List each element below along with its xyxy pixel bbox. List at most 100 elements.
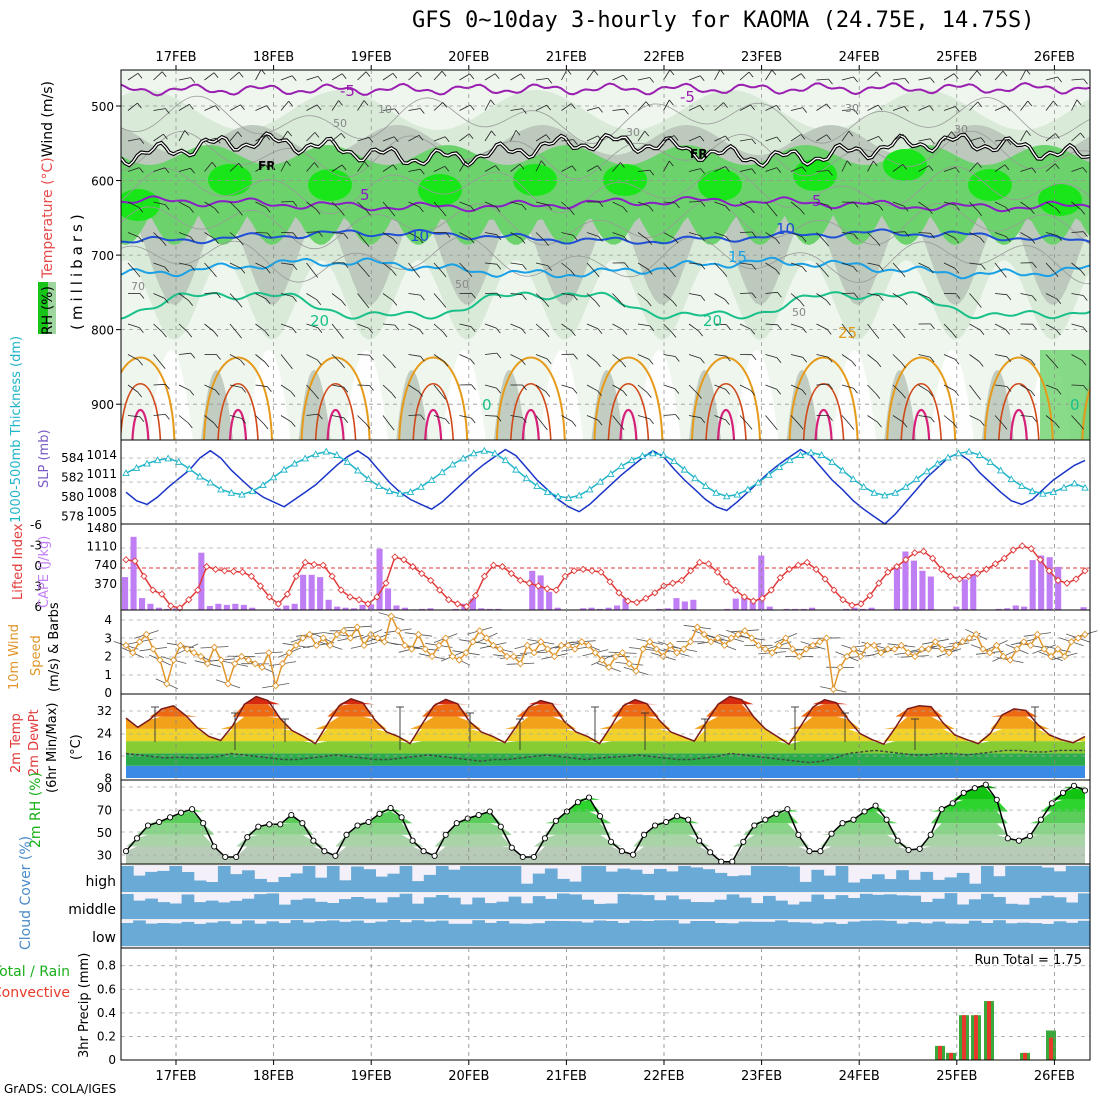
- cloud-cover-bar: [435, 920, 449, 946]
- wind-barb: [280, 293, 293, 297]
- cloud-cover-bar: [205, 882, 219, 892]
- wind-barb: [153, 133, 164, 142]
- dewpoint-line: [125, 749, 1085, 764]
- isotherm-30: [619, 408, 638, 440]
- wind-barb-flag: [515, 130, 521, 136]
- wind-barb: [841, 262, 854, 268]
- isotherm-27: [510, 382, 552, 440]
- cloud-cover-bar: [714, 872, 728, 892]
- cloud-cover-bar: [908, 879, 921, 892]
- wind-barb: [586, 165, 598, 172]
- wind-barb-flag: [216, 354, 221, 360]
- wind-speed-line-point: [462, 649, 470, 657]
- wind-barb-flag: [391, 270, 397, 276]
- wind-barb-flag: [1081, 360, 1087, 366]
- cloud-cover-bar: [411, 920, 425, 946]
- rh2m-line-point: [762, 816, 769, 823]
- wind-barb-flag: [292, 232, 298, 239]
- slp-line-point: [343, 457, 352, 465]
- isotherm-10: [121, 228, 1090, 245]
- wind-barb-flag: [597, 390, 602, 397]
- cape-bar: [597, 608, 604, 610]
- wind-barb-flag: [241, 387, 247, 393]
- cloud-cover-bar: [775, 866, 788, 892]
- slp-line-point: [501, 456, 510, 464]
- cape-bar: [427, 608, 434, 610]
- wind-barb: [714, 354, 727, 357]
- wind-barb-flag: [802, 357, 808, 363]
- wind-barb: [918, 415, 931, 418]
- cape-bar: [809, 607, 816, 610]
- wind-barb-flag: [595, 301, 601, 307]
- wind-barb: [484, 73, 496, 81]
- isotherm-25: [788, 356, 859, 440]
- wind-barb-flag: [389, 424, 395, 431]
- wind-barb-flag: [287, 130, 293, 137]
- wind-barb-flag: [343, 417, 349, 424]
- slp-line-point: [470, 449, 478, 457]
- slp-line-point: [543, 488, 552, 495]
- wind-speed-line-point: [265, 649, 273, 657]
- wind-speed-line-point: [877, 649, 885, 657]
- wind-barb: [1045, 262, 1055, 273]
- cape-bar: [223, 604, 230, 610]
- cape-bar: [554, 607, 561, 610]
- cloud-cover-bar: [435, 866, 449, 892]
- slp-line-point: [185, 464, 193, 472]
- cape-bar: [206, 606, 213, 610]
- wind-barb: [459, 415, 472, 419]
- slp-line-point: [438, 468, 446, 476]
- slp-line-point: [585, 485, 594, 493]
- wind-speed-line-point: [1020, 638, 1028, 646]
- wind-barb: [918, 384, 929, 392]
- wind-barb: [484, 165, 496, 172]
- wind-barb-flag: [317, 76, 323, 82]
- wind-barb: [1071, 323, 1084, 328]
- wind-barb-flag: [1080, 132, 1085, 139]
- wind-barb: [1020, 100, 1029, 111]
- wind-barb: [612, 162, 621, 172]
- slp-line-point: [385, 487, 394, 495]
- wind-barb-flag: [698, 330, 704, 337]
- temperature-line: [125, 695, 1086, 746]
- wind-barb: [790, 323, 803, 329]
- slp-line-point: [575, 491, 583, 499]
- wind-barb-flag: [519, 163, 525, 170]
- cloud-cover-bar: [981, 866, 994, 892]
- rh2m-line-point: [189, 806, 196, 813]
- wind-barb: [127, 201, 139, 208]
- cloud-cover-bar: [896, 895, 909, 919]
- wind-barb: [918, 77, 931, 81]
- wind-barb: [612, 201, 624, 208]
- lifted-index-line-point: [651, 589, 659, 597]
- rh2m-line-point: [828, 830, 835, 837]
- wind-barb-flag: [571, 421, 577, 427]
- wind-speed-line-point: [319, 634, 327, 642]
- rh2m-line-point: [321, 848, 328, 855]
- wind-speed-line-point: [360, 641, 368, 650]
- wind-barb-flag: [369, 385, 374, 391]
- wind-barb: [586, 354, 597, 363]
- wind-barb-flag: [1055, 133, 1060, 139]
- rh2m-line-point: [244, 834, 251, 841]
- lifted-index-line-point: [167, 602, 175, 610]
- wind-barb: [714, 232, 727, 237]
- wind-barb-flag: [620, 162, 625, 168]
- isotherm-27: [802, 382, 845, 440]
- lifted-index-line-point: [436, 586, 444, 594]
- wind-barb-flag: [848, 130, 854, 137]
- wind-barb: [178, 415, 189, 424]
- date-label-top: 26FEB: [1034, 50, 1075, 65]
- rh-contour-label: 70: [131, 280, 145, 293]
- wind-barb-flag: [570, 270, 576, 276]
- wind-barb: [331, 201, 341, 211]
- wind-barb: [714, 323, 727, 326]
- wind-barb-flag: [800, 73, 806, 79]
- wind-barb: [178, 167, 191, 172]
- cloud-cover-bar: [496, 901, 510, 919]
- wind-barb: [229, 201, 239, 211]
- wind-barb-flag: [340, 362, 346, 369]
- slp-label: SLP (mb): [37, 429, 52, 488]
- wind-barb-flag: [267, 232, 272, 239]
- cloud-cover-bar: [472, 897, 485, 919]
